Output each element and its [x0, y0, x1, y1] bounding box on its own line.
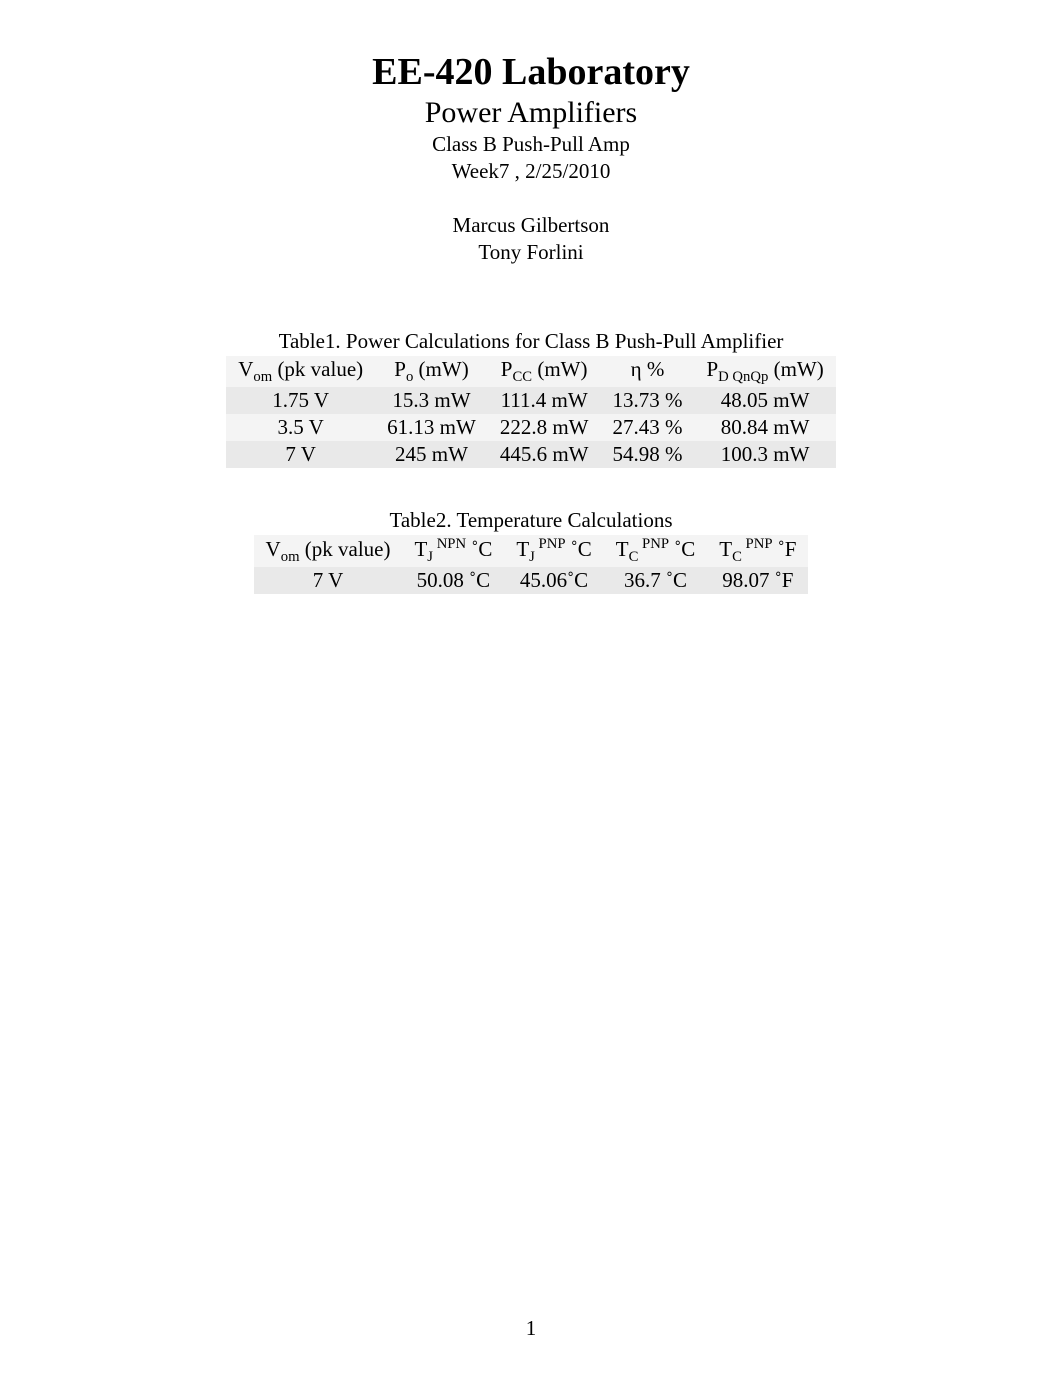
page-number: 1: [0, 1316, 1062, 1341]
th-text: P: [501, 357, 513, 381]
th-text: P: [706, 357, 718, 381]
power-calculations-table: Vom (pk value) Po (mW) PCC (mW) η % PD Q…: [226, 356, 836, 468]
lab-week-date: Week7 , 2/25/2010: [0, 159, 1062, 184]
cell-vom: 3.5 V: [226, 414, 375, 441]
table-row: 3.5 V 61.13 mW 222.8 mW 27.43 % 80.84 mW: [226, 414, 836, 441]
th-text: ˚F: [773, 537, 797, 561]
cell-po: 15.3 mW: [375, 387, 488, 414]
th-sub: D QnQp: [718, 369, 768, 385]
course-title: EE-420 Laboratory: [0, 50, 1062, 94]
table2-col-tj-pnp: TJ PNP ˚C: [504, 535, 603, 567]
lab-description-line: Class B Push-Pull Amp: [0, 132, 1062, 157]
cell-tc-pnp-c: 36.7 ˚C: [604, 567, 708, 594]
th-text: T: [719, 537, 732, 561]
cell-pcc: 222.8 mW: [488, 414, 601, 441]
cell-vom: 7 V: [254, 567, 403, 594]
th-text: (pk value): [272, 357, 363, 381]
th-text: (mW): [413, 357, 468, 381]
th-text: (pk value): [300, 537, 391, 561]
temperature-calculations-table: Vom (pk value) TJ NPN ˚C TJ PNP ˚C TC PN…: [254, 535, 809, 594]
th-text: (mW): [532, 357, 587, 381]
th-sup: PNP: [638, 536, 669, 552]
th-sub: C: [629, 549, 639, 565]
cell-po: 245 mW: [375, 441, 488, 468]
table-row: 7 V 50.08 ˚C 45.06˚C 36.7 ˚C 98.07 ˚F: [254, 567, 809, 594]
author-2: Tony Forlini: [0, 239, 1062, 266]
th-sub: CC: [512, 369, 532, 385]
th-sub: C: [732, 549, 742, 565]
table1-col-pd: PD QnQp (mW): [694, 356, 835, 387]
th-text: V: [266, 537, 281, 561]
cell-tj-pnp: 45.06˚C: [504, 567, 603, 594]
table1-header-row: Vom (pk value) Po (mW) PCC (mW) η % PD Q…: [226, 356, 836, 387]
table2-col-tj-npn: TJ NPN ˚C: [402, 535, 504, 567]
th-text: ˚C: [669, 537, 695, 561]
table-row: 7 V 245 mW 445.6 mW 54.98 % 100.3 mW: [226, 441, 836, 468]
cell-eta: 13.73 %: [600, 387, 694, 414]
table2-header-row: Vom (pk value) TJ NPN ˚C TJ PNP ˚C TC PN…: [254, 535, 809, 567]
table1-caption: Table1. Power Calculations for Class B P…: [0, 329, 1062, 354]
cell-tc-pnp-f: 98.07 ˚F: [707, 567, 808, 594]
th-text: ˚C: [466, 537, 492, 561]
table2-col-tc-pnp-c: TC PNP ˚C: [604, 535, 708, 567]
table2-caption: Table2. Temperature Calculations: [0, 508, 1062, 533]
document-header: EE-420 Laboratory Power Amplifiers Class…: [0, 50, 1062, 184]
th-sub: om: [281, 549, 300, 565]
lab-subtitle: Power Amplifiers: [0, 96, 1062, 130]
cell-tj-npn: 50.08 ˚C: [402, 567, 504, 594]
th-text: P: [394, 357, 406, 381]
th-sup: PNP: [742, 536, 773, 552]
cell-vom: 7 V: [226, 441, 375, 468]
th-text: ˚C: [566, 537, 592, 561]
table1-col-po: Po (mW): [375, 356, 488, 387]
th-sup: PNP: [535, 536, 566, 552]
cell-po: 61.13 mW: [375, 414, 488, 441]
table-row: 1.75 V 15.3 mW 111.4 mW 13.73 % 48.05 mW: [226, 387, 836, 414]
cell-pcc: 445.6 mW: [488, 441, 601, 468]
cell-eta: 27.43 %: [600, 414, 694, 441]
document-page: EE-420 Laboratory Power Amplifiers Class…: [0, 0, 1062, 1377]
cell-vom: 1.75 V: [226, 387, 375, 414]
cell-eta: 54.98 %: [600, 441, 694, 468]
author-1: Marcus Gilbertson: [0, 212, 1062, 239]
cell-pd: 80.84 mW: [694, 414, 835, 441]
table1-col-pcc: PCC (mW): [488, 356, 601, 387]
cell-pd: 48.05 mW: [694, 387, 835, 414]
cell-pd: 100.3 mW: [694, 441, 835, 468]
table1-col-vom: Vom (pk value): [226, 356, 375, 387]
th-text: (mW): [768, 357, 823, 381]
th-text: T: [414, 537, 427, 561]
table2-col-tc-pnp-f: TC PNP ˚F: [707, 535, 808, 567]
cell-pcc: 111.4 mW: [488, 387, 601, 414]
th-text: V: [238, 357, 253, 381]
th-text: T: [516, 537, 529, 561]
authors-block: Marcus Gilbertson Tony Forlini: [0, 212, 1062, 267]
table1-col-eta: η %: [600, 356, 694, 387]
table1-block: Table1. Power Calculations for Class B P…: [0, 329, 1062, 468]
table2-col-vom: Vom (pk value): [254, 535, 403, 567]
th-sup: NPN: [433, 536, 466, 552]
th-sub: om: [253, 369, 272, 385]
th-text: T: [616, 537, 629, 561]
table2-block: Table2. Temperature Calculations Vom (pk…: [0, 508, 1062, 594]
